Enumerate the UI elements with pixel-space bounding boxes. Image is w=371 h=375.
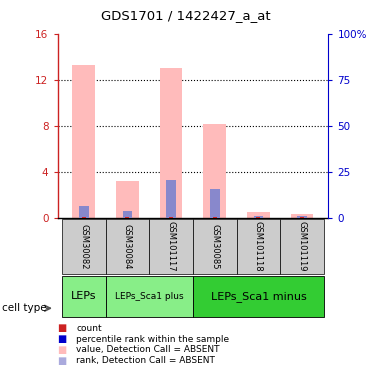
Bar	[237, 219, 280, 274]
Text: ■: ■	[58, 356, 67, 366]
Bar	[160, 68, 183, 218]
Text: ■: ■	[58, 323, 67, 333]
Bar	[149, 219, 193, 274]
Bar	[106, 219, 149, 274]
Bar	[291, 214, 313, 217]
Text: GDS1701 / 1422427_a_at: GDS1701 / 1422427_a_at	[101, 9, 270, 22]
Bar	[280, 219, 324, 274]
Bar	[116, 181, 139, 218]
Text: cell type: cell type	[2, 303, 46, 313]
Text: count: count	[76, 324, 102, 333]
Text: GSM30085: GSM30085	[210, 224, 219, 269]
Bar	[106, 276, 193, 317]
Bar	[297, 216, 307, 217]
Text: GSM101118: GSM101118	[254, 221, 263, 272]
Text: LEPs_Sca1 minus: LEPs_Sca1 minus	[211, 291, 306, 302]
Bar	[72, 65, 95, 218]
Bar	[79, 206, 89, 218]
Bar	[166, 180, 176, 218]
Bar	[247, 212, 270, 217]
Bar	[62, 276, 106, 317]
Bar	[193, 276, 324, 317]
Text: GSM30082: GSM30082	[79, 224, 88, 269]
Bar	[203, 124, 226, 217]
Text: GSM101119: GSM101119	[298, 221, 306, 272]
Text: rank, Detection Call = ABSENT: rank, Detection Call = ABSENT	[76, 356, 215, 365]
Text: LEPs: LEPs	[71, 291, 96, 301]
Bar	[254, 216, 263, 217]
Text: ■: ■	[58, 334, 67, 344]
Text: GSM30084: GSM30084	[123, 224, 132, 269]
Bar	[210, 189, 220, 218]
Bar	[122, 211, 132, 217]
Text: LEPs_Sca1 plus: LEPs_Sca1 plus	[115, 292, 184, 301]
Text: percentile rank within the sample: percentile rank within the sample	[76, 334, 229, 344]
Bar	[62, 219, 106, 274]
Text: GSM101117: GSM101117	[167, 221, 175, 272]
Text: value, Detection Call = ABSENT: value, Detection Call = ABSENT	[76, 345, 220, 354]
Text: ■: ■	[58, 345, 67, 355]
Bar	[193, 219, 237, 274]
